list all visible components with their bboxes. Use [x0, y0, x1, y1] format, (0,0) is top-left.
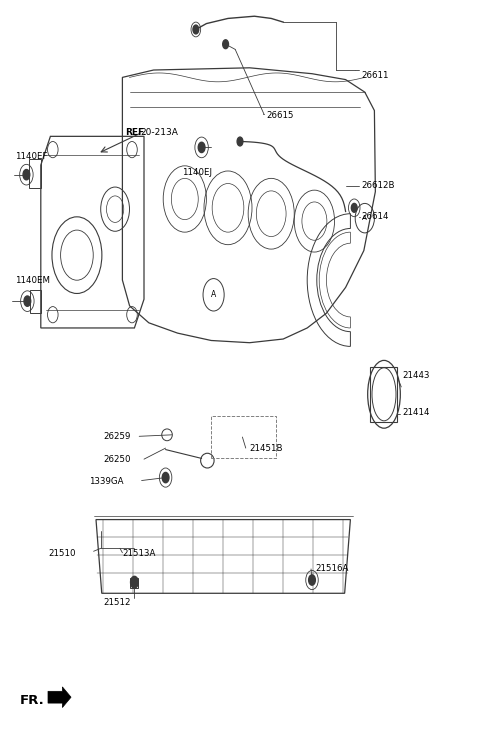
Text: 21510: 21510: [48, 549, 75, 558]
Text: REF.: REF.: [125, 128, 146, 137]
Circle shape: [351, 203, 357, 212]
Text: 1140EM: 1140EM: [15, 276, 50, 285]
Text: 21516A: 21516A: [316, 564, 349, 573]
Text: 21443: 21443: [402, 371, 430, 380]
Bar: [370, 367, 397, 422]
Text: 1140EF: 1140EF: [15, 152, 48, 161]
Text: 26611: 26611: [361, 71, 388, 80]
Text: 26250: 26250: [103, 455, 131, 464]
Text: 26612B: 26612B: [361, 181, 395, 190]
Text: A: A: [362, 215, 367, 221]
Text: 26615: 26615: [266, 111, 294, 120]
Text: FR.: FR.: [20, 694, 45, 707]
Text: 1339GA: 1339GA: [89, 478, 123, 486]
Text: 21451B: 21451B: [250, 444, 283, 453]
Text: A: A: [211, 290, 216, 299]
Bar: [211, 416, 276, 458]
Text: 21414: 21414: [402, 408, 430, 417]
Text: 26614: 26614: [361, 212, 388, 221]
Bar: [130, 578, 138, 588]
Circle shape: [309, 575, 315, 585]
Polygon shape: [48, 687, 71, 708]
Circle shape: [23, 170, 30, 180]
Circle shape: [131, 576, 138, 588]
Circle shape: [162, 472, 169, 483]
Circle shape: [237, 137, 243, 146]
Circle shape: [24, 296, 31, 307]
Circle shape: [193, 25, 199, 34]
Text: 21512: 21512: [103, 598, 131, 607]
Text: 20-213A: 20-213A: [140, 128, 178, 137]
Text: 26259: 26259: [103, 432, 131, 441]
Text: 1140EJ: 1140EJ: [182, 168, 212, 177]
Circle shape: [198, 142, 205, 153]
Circle shape: [223, 40, 228, 49]
Text: 21513A: 21513A: [122, 549, 156, 558]
